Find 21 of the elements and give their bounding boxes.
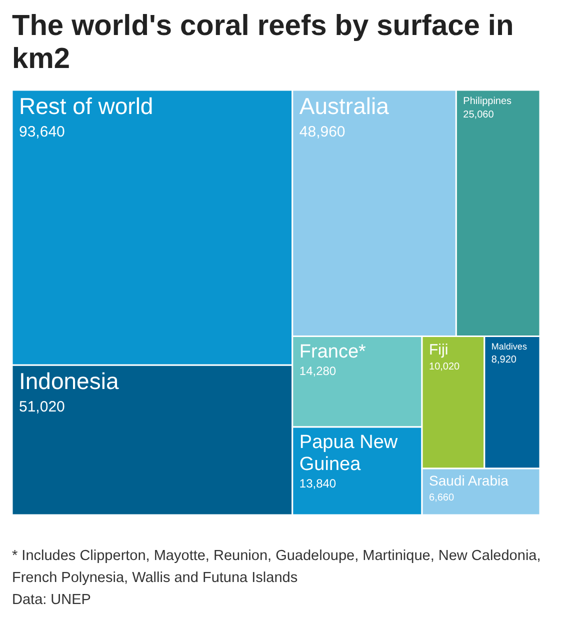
data-label: 51,020 [19, 398, 65, 416]
category-label: Philippines [463, 96, 512, 107]
category-label: Fiji [429, 341, 448, 358]
category-label: Australia [299, 93, 390, 119]
text: Data: UNEP [12, 591, 92, 610]
data-label: 25,060 [463, 110, 494, 120]
data-label: 10,020 [429, 362, 460, 373]
data-label: 13,840 [299, 476, 336, 491]
category-label: Saudi Arabia [429, 472, 509, 488]
category-label: France* [299, 341, 367, 362]
category-label: Rest of world [19, 93, 154, 119]
data-label: 8,920 [491, 354, 517, 366]
data-label: 6,660 [429, 492, 454, 504]
category-label: Papua New Guinea [299, 432, 398, 475]
data-label: 48,960 [299, 123, 346, 140]
data-label: 93,640 [19, 123, 65, 140]
data-label: 14,280 [299, 364, 336, 378]
category-label: Maldives [491, 341, 528, 352]
category-label: Indonesia [19, 368, 119, 394]
text: The world's coral reefs by surface in km2 [12, 10, 515, 76]
text: * Includes Clipperton, Mayotte, Reunion, Guadeloupe, Martinique, New Caledonia, French Polynesia, Wallis and Futuna Islands [12, 547, 542, 588]
